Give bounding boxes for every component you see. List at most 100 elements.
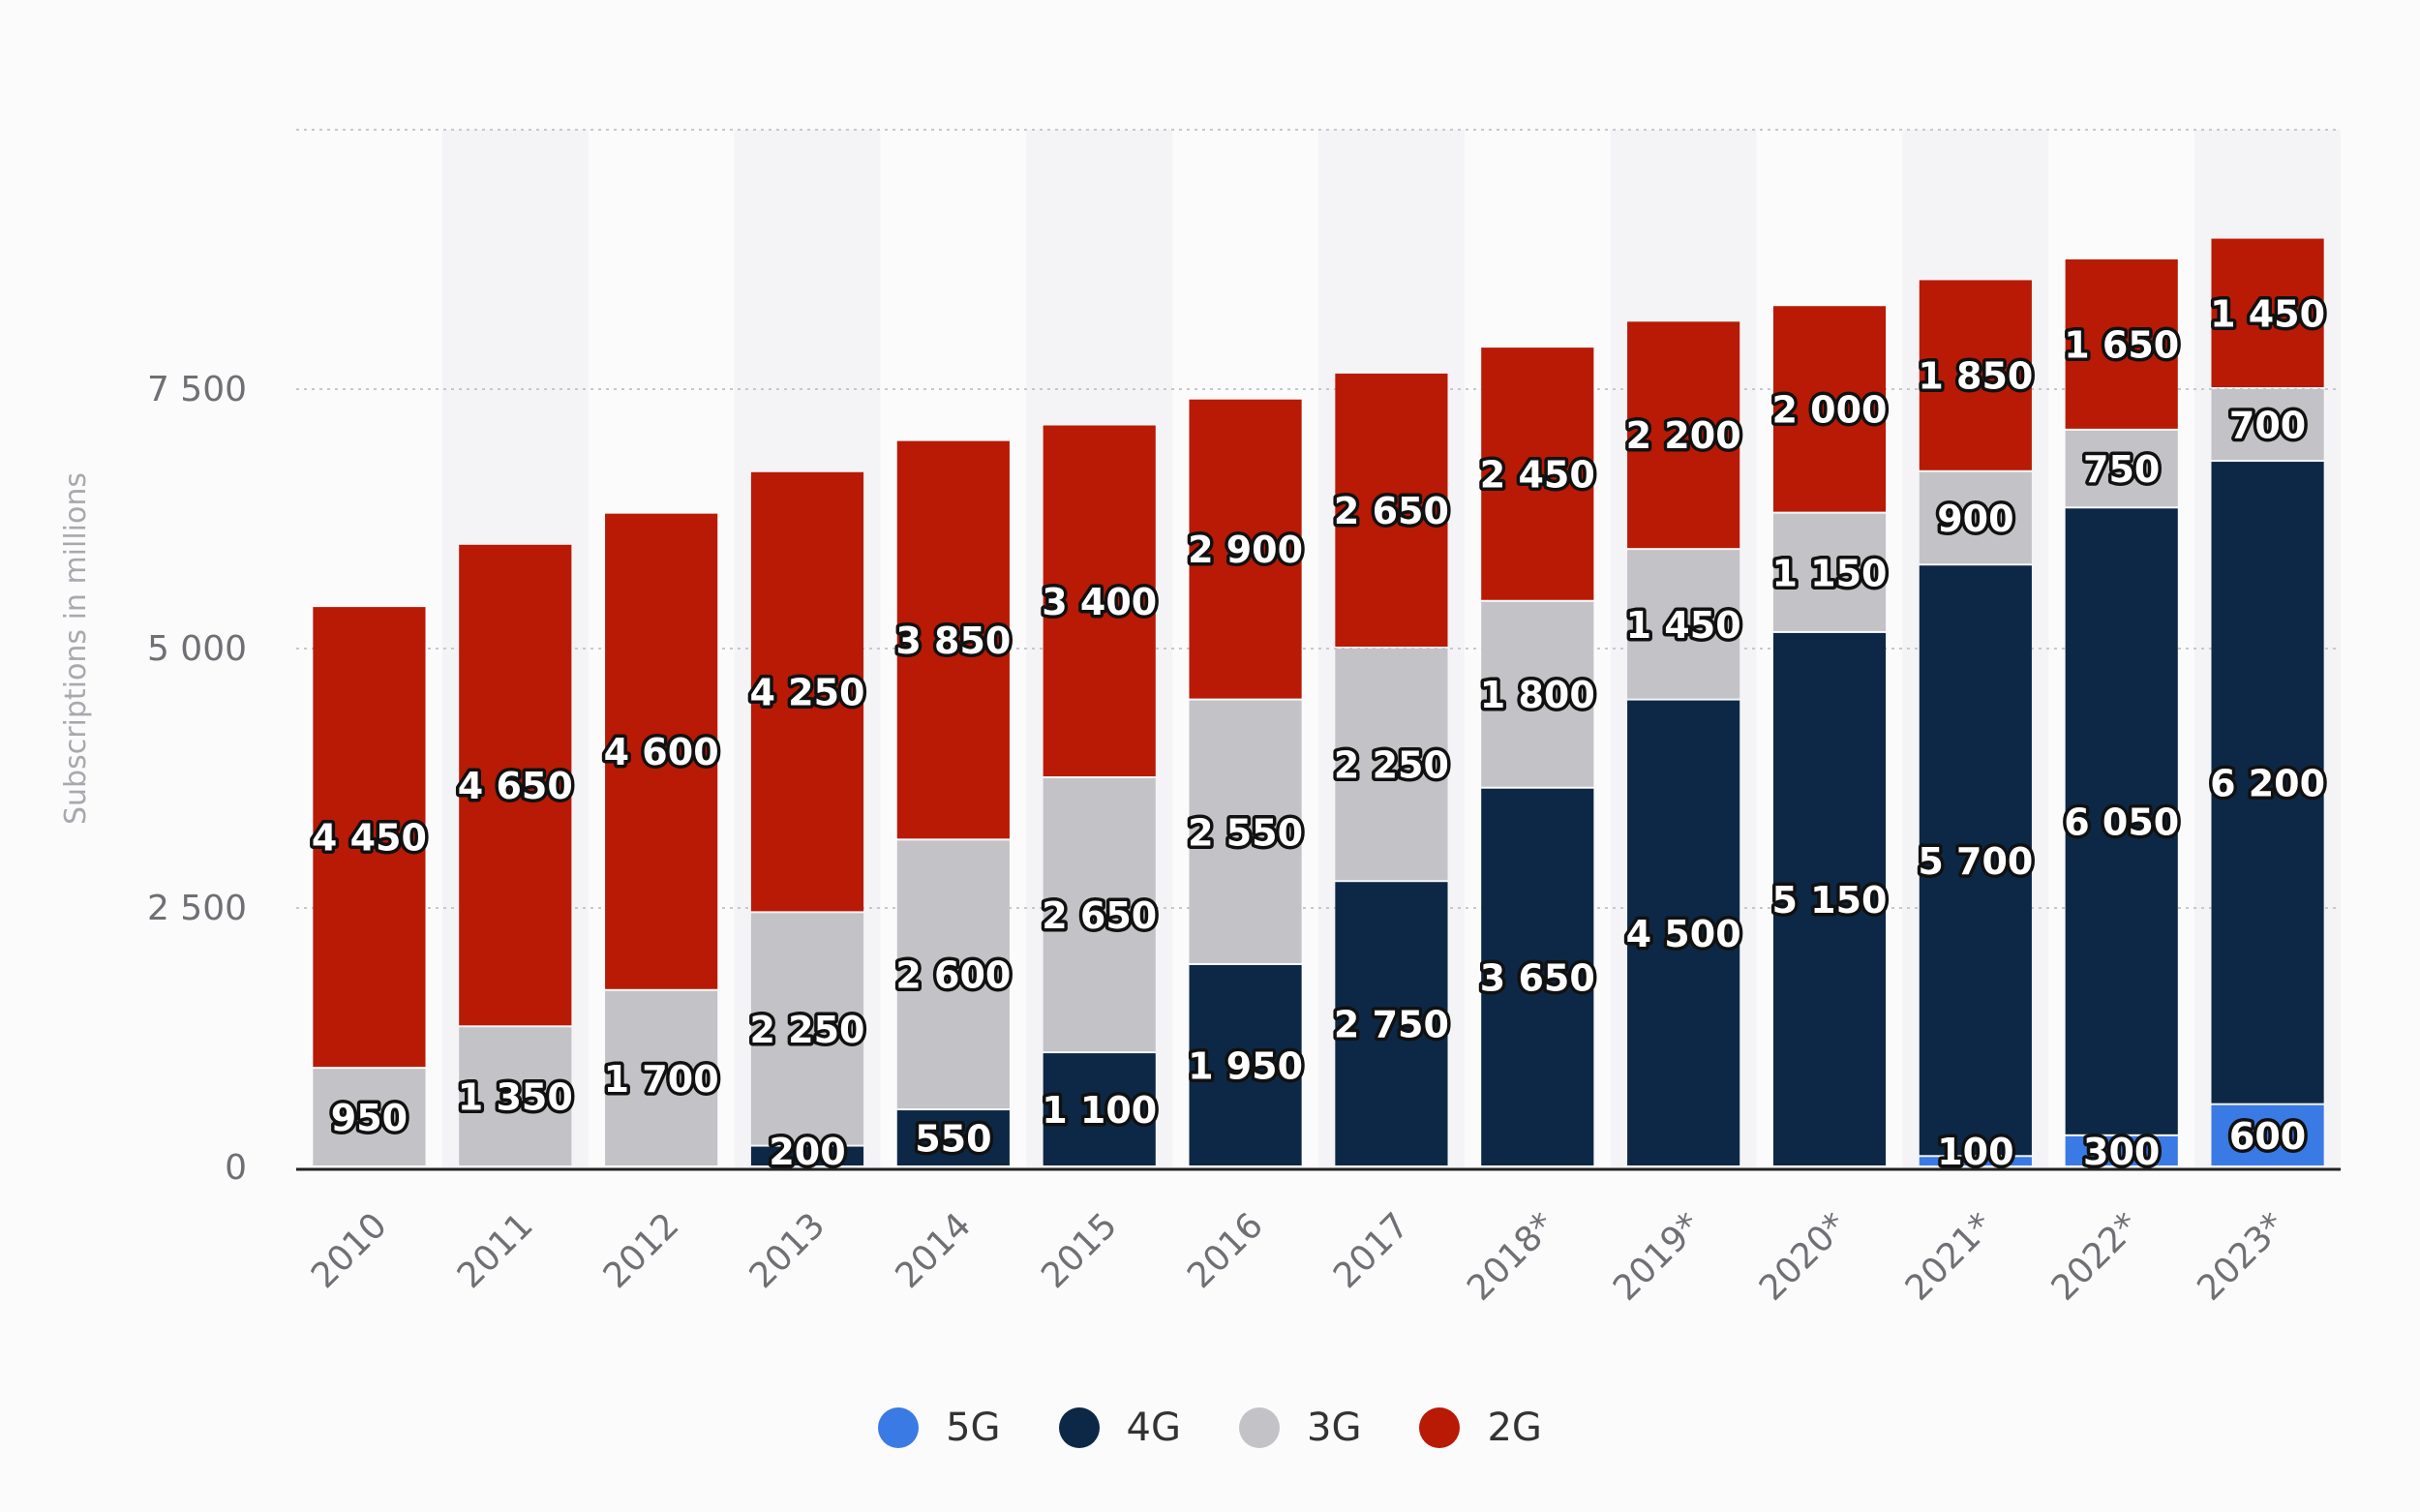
data-label-3g: 750 <box>2083 448 2160 491</box>
bars <box>313 238 2324 1165</box>
x-tick-label: 2019* <box>1606 1205 1709 1309</box>
data-label-4g: 5 150 <box>1772 879 1888 922</box>
bar-segment-2g-2022 <box>2065 259 2178 429</box>
data-label-3g: 1 800 <box>1480 674 1595 716</box>
bar-segment-4g-2015 <box>1043 1053 1156 1165</box>
x-tick-label: 2022* <box>2044 1205 2148 1309</box>
data-label-2g: 2 000 <box>1772 388 1888 431</box>
bar-segment-3g-2019 <box>1627 550 1740 699</box>
data-label-4g: 200 <box>769 1131 845 1173</box>
data-label-4g: 1 950 <box>1188 1044 1303 1087</box>
bar-segment-3g-2018 <box>1481 601 1594 787</box>
bar-segment-3g-2016 <box>1189 700 1302 963</box>
data-label-3g: 1 350 <box>458 1076 573 1119</box>
bar-segment-4g-2020 <box>1772 632 1887 1165</box>
data-label-2g: 2 450 <box>1480 453 1595 496</box>
legend-item-4g[interactable]: 4G <box>1058 1406 1181 1450</box>
data-label-4g: 3 650 <box>1480 956 1595 999</box>
x-tick-label: 2015 <box>1034 1205 1125 1296</box>
data-label-4g: 550 <box>915 1118 991 1161</box>
legend-dot-icon <box>1239 1407 1280 1448</box>
data-label-2g: 4 600 <box>604 731 719 773</box>
bar-segment-2g-2010 <box>313 607 426 1068</box>
data-label-2g: 2 200 <box>1626 414 1741 457</box>
data-label-2g: 3 850 <box>895 620 1011 662</box>
legend-label: 2G <box>1487 1406 1542 1450</box>
data-label-2g: 1 850 <box>1918 355 2033 398</box>
data-label-3g: 2 650 <box>1042 894 1157 937</box>
bar-segment-4g-2017 <box>1335 882 1448 1165</box>
bar-segment-3g-2020 <box>1772 513 1887 631</box>
data-label-3g: 2 600 <box>895 954 1011 997</box>
data-label-3g: 950 <box>331 1097 408 1139</box>
data-label-5g: 600 <box>2229 1115 2306 1158</box>
legend-item-3g[interactable]: 3G <box>1239 1406 1361 1450</box>
data-label-3g: 2 250 <box>1334 744 1449 787</box>
bar-segment-2g-2020 <box>1772 306 1887 512</box>
bar-segment-2g-2015 <box>1043 425 1156 776</box>
bar-segment-3g-2010 <box>313 1069 426 1165</box>
bar-segment-4g-2018 <box>1481 788 1594 1165</box>
bar-segment-2g-2014 <box>896 440 1010 839</box>
data-label-4g: 6 050 <box>2064 801 2179 844</box>
data-label-5g: 100 <box>1937 1131 2013 1173</box>
data-label-2g: 1 650 <box>2064 323 2179 366</box>
bar-segment-2g-2017 <box>1335 373 1448 647</box>
bar-segment-2g-2023 <box>2211 238 2324 387</box>
bar-segment-3g-2012 <box>605 990 718 1165</box>
legend: 5G 4G 3G 2G <box>0 1406 2420 1450</box>
legend-label: 5G <box>946 1406 1001 1450</box>
x-tick-label: 2010 <box>304 1205 395 1296</box>
data-label-2g: 4 450 <box>312 817 427 860</box>
data-label-3g: 1 150 <box>1772 552 1888 594</box>
stacked-bar-chart: 0 2 500 5 000 7 500 Subscriptions in millio… <box>59 129 2341 1309</box>
data-label-2g: 2 900 <box>1188 529 1303 571</box>
data-label-2g: 2 650 <box>1334 490 1449 532</box>
data-label-4g: 2 750 <box>1334 1004 1449 1046</box>
data-label-3g: 900 <box>1937 498 2013 540</box>
x-axis-ticks: 2010 2011 2012 2013 2014 2015 2016 2017 2018* 201… <box>304 1205 2293 1309</box>
bar-segment-5g-2021 <box>1919 1157 2032 1165</box>
x-tick-label: 2023* <box>2190 1205 2293 1309</box>
data-label-4g: 1 100 <box>1042 1089 1157 1132</box>
x-tick-label: 2018* <box>1460 1205 1563 1309</box>
legend-item-2g[interactable]: 2G <box>1419 1406 1542 1450</box>
y-axis-ticks: 0 2 500 5 000 7 500 <box>147 370 247 1188</box>
x-tick-label: 2014 <box>888 1205 979 1296</box>
data-label-2g: 4 650 <box>458 765 573 807</box>
bar-segment-3g-2015 <box>1043 778 1156 1052</box>
y-axis-title: Subscriptions in millions <box>59 472 93 825</box>
legend-item-5g[interactable]: 5G <box>878 1406 1001 1450</box>
legend-dot-icon <box>878 1407 920 1448</box>
bar-segment-4g-2016 <box>1189 964 1302 1165</box>
data-labels: 950 4 450 1 350 4 650 1 700 4 600 200 2 250 4 25… <box>308 289 2328 1177</box>
data-label-3g: 700 <box>2229 405 2306 447</box>
x-tick-label: 2020* <box>1752 1205 1856 1309</box>
data-label-4g: 6 200 <box>2210 762 2325 804</box>
bar-segment-5g-2022 <box>2065 1135 2178 1165</box>
bar-segment-4g-2021 <box>1919 565 2032 1156</box>
bar-segment-2g-2012 <box>605 513 718 989</box>
bar-segment-2g-2021 <box>1919 280 2032 470</box>
y-tick-label: 0 <box>225 1148 247 1188</box>
x-tick-label: 2011 <box>450 1205 541 1296</box>
data-label-2g: 1 450 <box>2210 292 2325 335</box>
x-tick-label: 2016 <box>1180 1205 1271 1296</box>
bar-segment-3g-2013 <box>750 913 864 1145</box>
data-label-3g: 2 550 <box>1188 811 1303 854</box>
x-tick-label: 2013 <box>742 1205 833 1296</box>
legend-dot-icon <box>1058 1407 1100 1448</box>
data-label-3g: 1 700 <box>604 1058 719 1101</box>
data-label-3g: 2 250 <box>750 1009 865 1051</box>
bar-segment-4g-2023 <box>2211 462 2324 1104</box>
data-label-2g: 4 250 <box>750 672 865 714</box>
data-label-4g: 5 700 <box>1918 840 2033 883</box>
bar-segment-3g-2021 <box>1919 471 2032 564</box>
bar-segment-2g-2016 <box>1189 399 1302 699</box>
legend-label: 4G <box>1126 1406 1181 1450</box>
x-tick-label: 2012 <box>596 1205 687 1296</box>
bar-segment-5g-2023 <box>2211 1104 2324 1165</box>
legend-dot-icon <box>1419 1407 1461 1448</box>
bar-segment-3g-2011 <box>459 1027 572 1165</box>
bar-segment-2g-2013 <box>750 471 864 912</box>
